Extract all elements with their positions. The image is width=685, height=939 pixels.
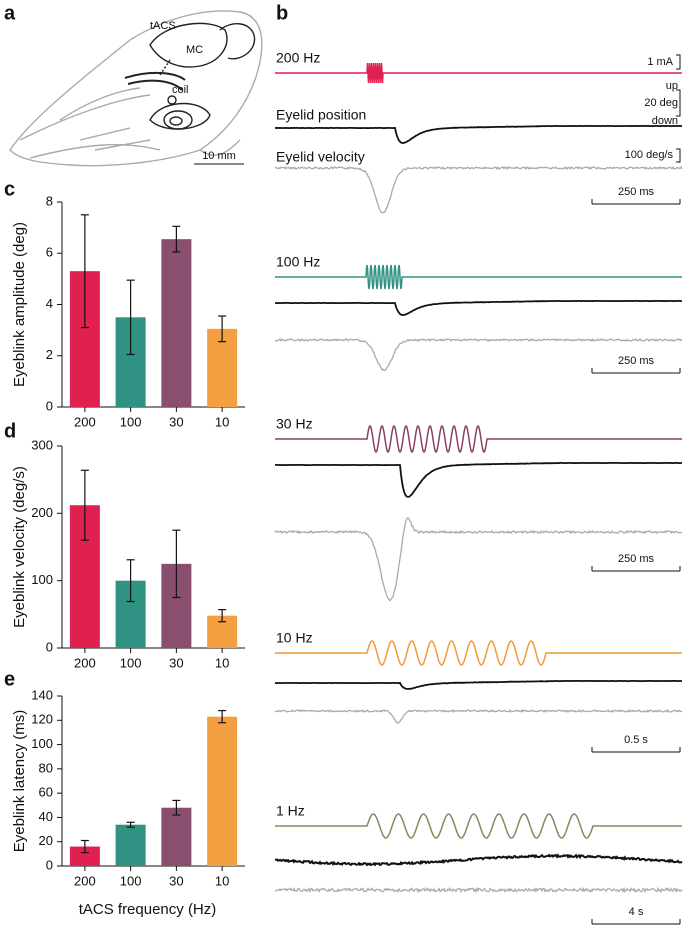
scale-label: 10 mm	[202, 150, 236, 162]
error-bar	[172, 225, 181, 253]
frequency-label: 10 Hz	[276, 630, 313, 646]
signal-label: Eyelid position	[276, 107, 366, 123]
stimulus-trace	[275, 640, 682, 666]
error-bar	[218, 609, 227, 623]
y-tick-label: 0	[46, 398, 53, 413]
y-tick-label: 20	[39, 833, 53, 848]
stimulus-trace	[275, 424, 682, 454]
y-tick-label: 120	[31, 712, 53, 727]
frequency-label: 100 Hz	[276, 254, 320, 270]
x-tick-label: 10	[215, 414, 229, 429]
stimulus-trace	[275, 264, 682, 290]
error-bar	[126, 279, 135, 356]
brain-drawing	[124, 22, 256, 130]
y-tick-label: 60	[39, 785, 53, 800]
y-tick-label: 200	[31, 505, 53, 520]
scale-bar	[676, 54, 681, 70]
time-scale-label: 250 ms	[618, 355, 655, 367]
scale-label: down	[652, 115, 678, 127]
y-tick-label: 2	[46, 347, 53, 362]
y-tick-label: 100	[31, 572, 53, 587]
x-tick-label: 30	[169, 414, 183, 429]
panel-label: d	[4, 420, 16, 442]
scale-bar	[676, 89, 681, 117]
velocity-trace	[274, 165, 683, 214]
bar	[161, 239, 192, 407]
bar	[115, 824, 146, 866]
signal-label: Eyelid velocity	[276, 149, 365, 165]
time-scale-label: 250 ms	[618, 553, 655, 565]
x-tick-label: 200	[74, 414, 96, 429]
frequency-label: 200 Hz	[276, 50, 320, 66]
error-bar	[218, 709, 227, 724]
anatomy-label: coil	[172, 84, 189, 96]
scale-label: 20 deg	[644, 97, 678, 109]
time-scale-label: 4 s	[629, 906, 644, 918]
error-bar	[80, 469, 89, 541]
panel-label: b	[276, 2, 288, 24]
y-tick-label: 8	[46, 193, 53, 208]
y-tick-label: 100	[31, 736, 53, 751]
x-axis-label: tACS frequency (Hz)	[79, 901, 217, 918]
position-trace	[274, 124, 683, 145]
error-bar	[172, 799, 181, 816]
error-bar	[172, 529, 181, 599]
y-tick-label: 300	[31, 437, 53, 452]
position-trace	[274, 679, 683, 690]
error-bar	[126, 559, 135, 603]
scale-label: up	[666, 80, 678, 92]
scale-label: 1 mA	[647, 56, 673, 68]
stimulus-trace	[275, 813, 682, 839]
position-trace	[275, 299, 683, 316]
position-trace	[274, 853, 683, 867]
error-bar	[126, 821, 135, 828]
y-axis-label: Eyeblink amplitude (deg)	[11, 222, 28, 387]
x-tick-label: 100	[120, 414, 142, 429]
frequency-label: 1 Hz	[276, 803, 305, 819]
panel-label: e	[4, 668, 15, 690]
y-tick-label: 80	[39, 760, 53, 775]
bar	[207, 716, 238, 866]
skull-drawing	[9, 10, 263, 167]
x-tick-label: 10	[215, 873, 229, 888]
y-tick-label: 0	[46, 639, 53, 654]
x-tick-label: 10	[215, 655, 229, 670]
scale-bar	[676, 148, 681, 163]
y-tick-label: 40	[39, 809, 53, 824]
y-tick-label: 4	[46, 296, 53, 311]
y-tick-label: 140	[31, 687, 53, 702]
y-tick-label: 6	[46, 245, 53, 260]
panel-label: c	[4, 178, 15, 200]
error-bar	[80, 839, 89, 854]
velocity-trace	[274, 337, 683, 372]
frequency-label: 30 Hz	[276, 416, 313, 432]
error-bar	[218, 315, 227, 343]
bar	[69, 846, 100, 866]
scale-label: 100 deg/s	[625, 149, 674, 161]
stimulus-trace	[275, 62, 682, 84]
time-scale-label: 250 ms	[618, 186, 655, 198]
y-axis-label: Eyeblink latency (ms)	[11, 710, 28, 853]
x-tick-label: 100	[120, 655, 142, 670]
time-scale-label: 0.5 s	[624, 734, 648, 746]
bar	[161, 807, 192, 866]
x-tick-label: 200	[74, 873, 96, 888]
panel-label: a	[4, 2, 16, 24]
y-tick-label: 0	[46, 857, 53, 872]
x-tick-label: 200	[74, 655, 96, 670]
error-bar	[80, 214, 89, 329]
y-axis-label: Eyeblink velocity (deg/s)	[11, 466, 28, 628]
position-trace	[275, 461, 682, 498]
velocity-trace	[274, 886, 683, 894]
x-tick-label: 100	[120, 873, 142, 888]
x-tick-label: 30	[169, 655, 183, 670]
velocity-trace	[274, 708, 683, 725]
anatomy-label: MC	[186, 44, 203, 56]
x-tick-label: 30	[169, 873, 183, 888]
velocity-trace	[274, 516, 683, 602]
anatomy-label: tACS	[150, 20, 176, 32]
